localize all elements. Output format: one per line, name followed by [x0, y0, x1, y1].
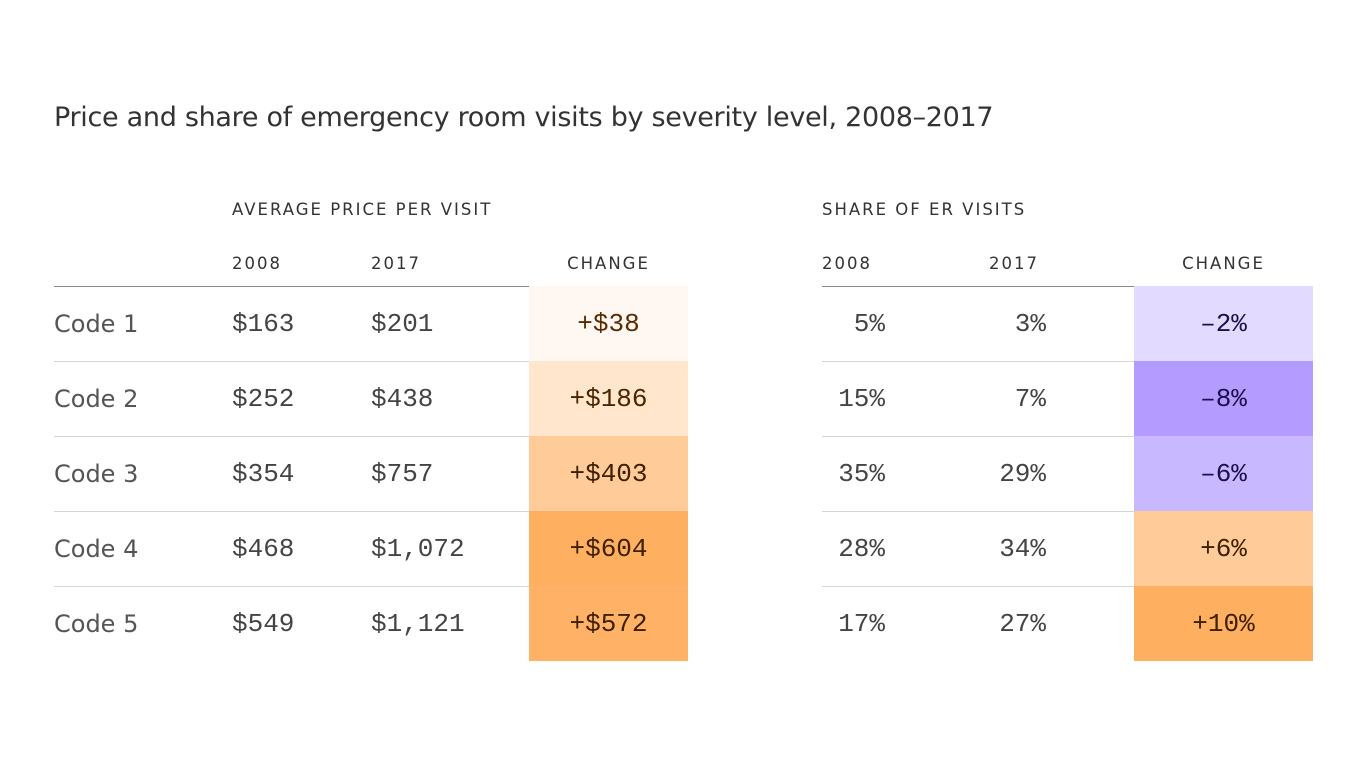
- share-change-cell: +6%: [1134, 511, 1313, 586]
- price-2008-cell: $354: [232, 458, 295, 489]
- row-divider: [822, 361, 1313, 362]
- row-divider: [54, 586, 688, 587]
- price-2017-cell: $757: [371, 458, 434, 489]
- share-2008-cell: 5%: [853, 308, 885, 339]
- row-label: Code 3: [54, 459, 139, 488]
- row-label: Code 1: [54, 309, 139, 338]
- share-col-2008: 2008: [822, 254, 872, 273]
- price-2008-cell: $163: [232, 308, 295, 339]
- price-2017-cell: $201: [371, 308, 434, 339]
- share-2008-cell: 17%: [838, 608, 885, 639]
- price-col-2008: 2008: [232, 254, 282, 273]
- price-2017-cell: $438: [371, 383, 434, 414]
- share-2017-cell: 3%: [1014, 308, 1046, 339]
- share-change-cell: –8%: [1134, 361, 1313, 436]
- share-change-cell: +10%: [1134, 586, 1313, 661]
- share-col-2017: 2017: [989, 254, 1039, 273]
- share-change-cell: –2%: [1134, 286, 1313, 361]
- row-divider: [822, 511, 1313, 512]
- price-header-rule: [54, 286, 688, 287]
- price-2017-cell: $1,072: [371, 533, 465, 564]
- share-2017-cell: 29%: [999, 458, 1046, 489]
- share-col-change: CHANGE: [1182, 254, 1265, 273]
- share-2017-cell: 34%: [999, 533, 1046, 564]
- price-2008-cell: $252: [232, 383, 295, 414]
- row-label: Code 4: [54, 534, 139, 563]
- row-divider: [54, 361, 688, 362]
- row-label: Code 2: [54, 384, 139, 413]
- share-2017-cell: 7%: [1014, 383, 1046, 414]
- price-2008-cell: $549: [232, 608, 295, 639]
- price-change-cell: +$604: [529, 511, 688, 586]
- share-2017-cell: 27%: [999, 608, 1046, 639]
- row-divider: [822, 586, 1313, 587]
- row-label: Code 5: [54, 609, 139, 638]
- row-divider: [822, 436, 1313, 437]
- price-col-2017: 2017: [371, 254, 421, 273]
- share-change-cell: –6%: [1134, 436, 1313, 511]
- price-change-cell: +$572: [529, 586, 688, 661]
- price-change-cell: +$38: [529, 286, 688, 361]
- share-section-title: SHARE OF ER VISITS: [822, 200, 1027, 219]
- row-divider: [54, 511, 688, 512]
- share-2008-cell: 15%: [838, 383, 885, 414]
- price-2008-cell: $468: [232, 533, 295, 564]
- price-change-cell: +$186: [529, 361, 688, 436]
- page-title: Price and share of emergency room visits…: [54, 102, 994, 133]
- price-change-cell: +$403: [529, 436, 688, 511]
- share-header-rule: [822, 286, 1313, 287]
- price-col-change: CHANGE: [567, 254, 650, 273]
- price-section-title: AVERAGE PRICE PER VISIT: [232, 200, 493, 219]
- share-2008-cell: 35%: [838, 458, 885, 489]
- share-2008-cell: 28%: [838, 533, 885, 564]
- price-2017-cell: $1,121: [371, 608, 465, 639]
- row-divider: [54, 436, 688, 437]
